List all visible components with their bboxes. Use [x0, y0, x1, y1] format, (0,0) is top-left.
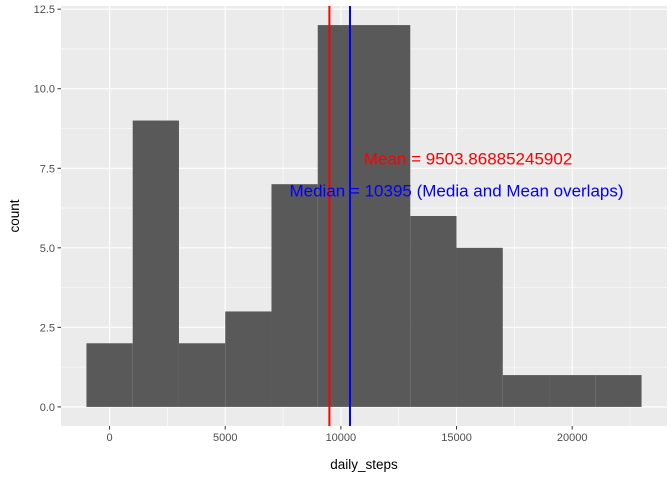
- y-axis-title: count: [7, 199, 22, 232]
- y-tick-label: 0.0: [40, 402, 55, 414]
- x-axis-title: daily_steps: [330, 457, 398, 472]
- histogram-bar: [364, 25, 411, 407]
- histogram-bar: [549, 375, 596, 407]
- y-axis-ticks: 0.0 2.5 5.0 7.5 10.0 12.5: [34, 4, 61, 414]
- annotations: Mean = 9503.86885245902 Median = 10395 (…: [289, 150, 623, 201]
- y-tick-label: 10.0: [34, 84, 55, 96]
- histogram-bar: [595, 375, 642, 407]
- reference-lines: [328, 6, 352, 426]
- histogram-bar: [178, 343, 226, 407]
- y-tick-label: 7.5: [40, 163, 55, 175]
- x-tick-label: 15000: [441, 432, 472, 444]
- histogram-bar: [225, 311, 272, 407]
- x-tick-label: 20000: [557, 432, 588, 444]
- x-tick-label: 5000: [213, 432, 237, 444]
- histogram-bar: [410, 216, 457, 407]
- histogram-bar: [271, 184, 318, 407]
- x-tick-label: 10000: [326, 432, 357, 444]
- histogram-bar: [86, 343, 133, 407]
- y-tick-label: 5.0: [40, 243, 55, 255]
- histogram-bar: [502, 375, 550, 407]
- median-annotation: Median = 10395 (Media and Mean overlaps): [289, 182, 623, 201]
- y-tick-label: 12.5: [34, 4, 55, 16]
- y-tick-label: 2.5: [40, 322, 55, 334]
- histogram-bar: [317, 25, 364, 407]
- histogram-bars: [86, 25, 642, 407]
- histogram-bar: [132, 120, 179, 407]
- mean-annotation: Mean = 9503.86885245902: [364, 150, 572, 169]
- x-axis-ticks: 0 5000 10000 15000 20000: [107, 426, 588, 444]
- x-tick-label: 0: [107, 432, 113, 444]
- histogram-bar: [456, 247, 503, 407]
